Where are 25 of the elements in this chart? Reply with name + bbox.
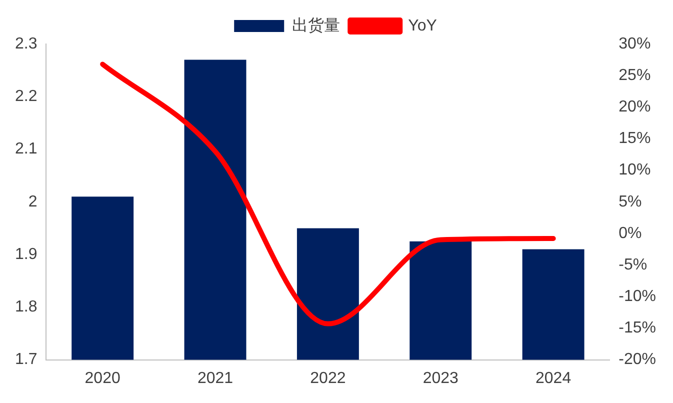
y-tick-label: 2.2 bbox=[14, 88, 38, 106]
y2-tick-label: 30% bbox=[618, 35, 651, 52]
y2-tick-label: 15% bbox=[618, 130, 651, 148]
x-tick-label: 2022 bbox=[310, 370, 346, 387]
y2-tick-label: 25% bbox=[618, 66, 651, 84]
y2-tick-label: -10% bbox=[618, 288, 656, 306]
y2-tick-label: 20% bbox=[618, 98, 651, 116]
x-tick-label: 2020 bbox=[84, 370, 120, 387]
y2-tick-label: -20% bbox=[618, 351, 656, 368]
legend-label: 出货量 bbox=[292, 16, 340, 34]
y-tick-label: 2 bbox=[28, 193, 38, 210]
y-tick-label: 2.1 bbox=[14, 140, 38, 158]
y2-tick-label: 10% bbox=[618, 162, 651, 179]
x-tick-label: 2023 bbox=[422, 370, 459, 387]
x-tick-label: 2024 bbox=[536, 370, 572, 387]
y2-tick-label: -15% bbox=[618, 320, 656, 337]
legend-label: YoY bbox=[408, 17, 438, 34]
y-tick-label: 1.7 bbox=[14, 351, 38, 368]
y-tick-label: 1.9 bbox=[14, 246, 38, 263]
y2-tick-label: -5% bbox=[618, 256, 648, 274]
x-tick-label: 2021 bbox=[197, 370, 234, 387]
y-tick-label: 1.8 bbox=[14, 298, 38, 316]
y2-tick-label: 5% bbox=[618, 193, 642, 210]
y2-tick-label: 0% bbox=[618, 224, 642, 242]
y-tick-label: 2.3 bbox=[14, 35, 38, 52]
